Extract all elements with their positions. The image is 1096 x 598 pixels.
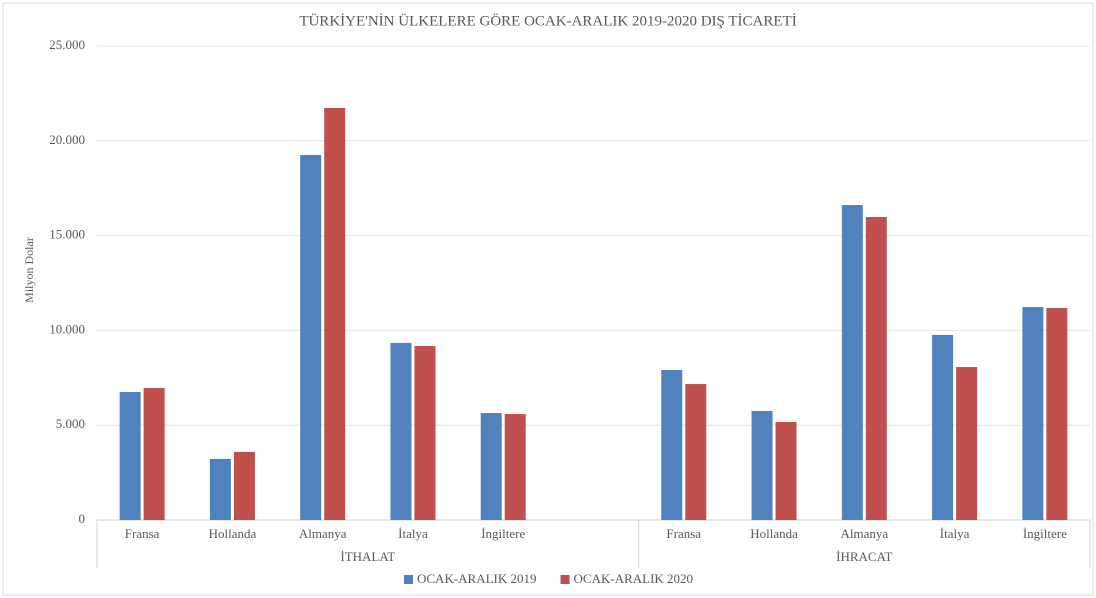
bar [956,366,978,520]
x-tick-label: Hollanda [750,526,798,541]
bar [1046,308,1068,520]
bar [1022,307,1044,520]
bar [414,345,436,520]
x-tick-label: Almanya [840,526,888,541]
x-tick-label: Fransa [666,526,701,541]
y-tick-label: 15.000 [49,227,85,242]
y-tick-label: 10.000 [49,321,85,336]
bar [685,384,707,520]
y-axis-label: Milyon Dolar [22,237,36,303]
bar [390,342,412,520]
bar [143,388,165,520]
x-tick-label: İngiltere [1023,526,1067,541]
x-tick-label: İtalya [940,526,970,541]
bar [119,392,141,520]
legend-swatch [404,575,413,584]
bar [504,414,526,520]
y-tick-label: 0 [79,511,86,526]
group-label: İTHALAT [340,549,395,564]
x-tick-label: Fransa [125,526,160,541]
bar [841,205,863,520]
y-tick-label: 20.000 [49,132,85,147]
legend-label: OCAK-ARALIK 2020 [574,571,694,586]
legend-label: OCAK-ARALIK 2019 [417,571,537,586]
x-tick-label: Almanya [299,526,347,541]
bar [300,155,322,520]
group-label: İHRACAT [836,549,892,564]
x-tick-label: İtalya [398,526,428,541]
bar [865,217,887,520]
legend-swatch [560,575,570,584]
x-tick-label: Hollanda [209,526,257,541]
bar [751,410,773,520]
y-tick-label: 25.000 [49,37,85,52]
y-tick-label: 5.000 [56,416,85,431]
x-tick-label: İngiltere [481,526,525,541]
bar [480,413,502,520]
bar [661,370,683,520]
chart-title: TÜRKİYE'NİN ÜLKELERE GÖRE OCAK-ARALIK 20… [299,12,796,29]
bar [932,334,954,520]
bar [233,451,255,520]
bar [775,421,797,520]
bar [324,107,346,520]
bar [209,458,231,520]
